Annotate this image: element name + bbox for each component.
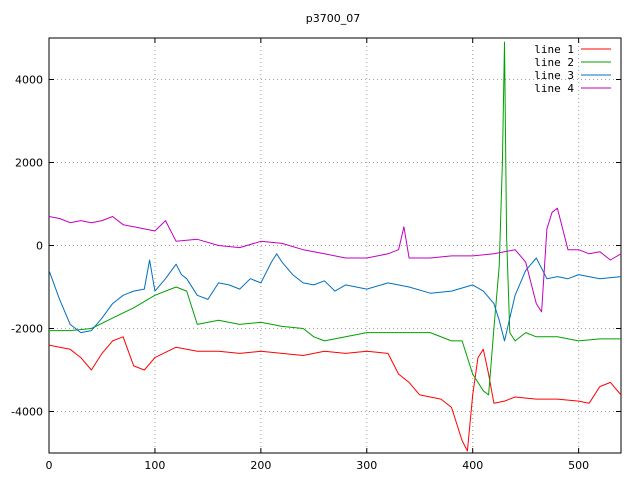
x-tick-label: 0 [46,459,53,472]
plot-frame [48,37,622,454]
y-tick-label: -2000 [11,323,43,336]
y-tick-label: -4000 [11,406,43,419]
x-tick-label: 500 [568,459,589,472]
series-line-1 [49,336,621,452]
x-tick-label: 200 [250,459,271,472]
series-line-3 [49,253,621,342]
x-tick-label: 300 [356,459,377,472]
x-tick-label: 100 [144,459,165,472]
legend-label: line 1 [534,43,574,56]
legend-label: line 2 [534,56,574,69]
y-tick-label: 2000 [15,157,43,170]
x-tick-label: 400 [462,459,483,472]
axis-ticks: 0 100 200 300 400 500 -4000 -2000 0 2000 4000 [11,38,621,472]
grid [49,38,621,453]
series-line-2 [49,41,621,396]
series-group [49,41,621,452]
legend-label: line 3 [534,69,574,82]
chart-title: p3700_07 [306,12,360,25]
legend-label: line 4 [534,82,574,95]
y-tick-label: 4000 [15,74,43,87]
series-line-4 [49,207,621,313]
y-tick-label: 0 [36,240,43,253]
